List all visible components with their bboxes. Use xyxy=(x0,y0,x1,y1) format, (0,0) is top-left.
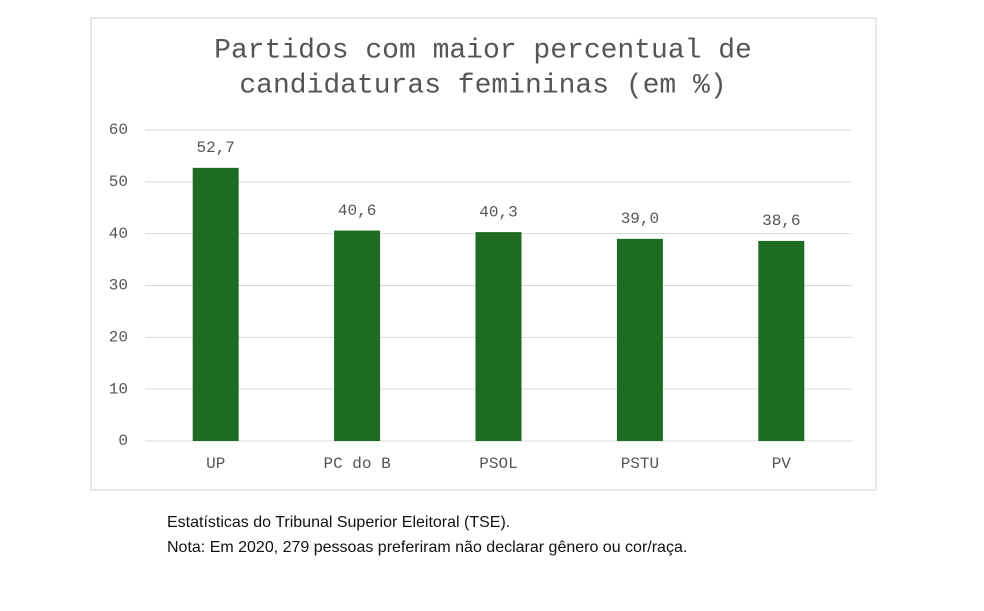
x-tick-label: UP xyxy=(206,455,225,473)
y-tick-label: 10 xyxy=(109,380,128,398)
y-tick-label: 50 xyxy=(109,173,128,191)
chart-title: Partidos com maior percentual de xyxy=(214,35,752,66)
footnote: Nota: Em 2020, 279 pessoas preferiram nã… xyxy=(167,539,687,556)
x-tick-label: PSTU xyxy=(621,455,659,473)
value-label: 40,6 xyxy=(338,202,376,220)
value-label: 52,7 xyxy=(196,139,234,157)
bar xyxy=(192,167,239,442)
chart-title: candidaturas femininas (em %) xyxy=(239,70,726,101)
value-label: 38,6 xyxy=(762,212,800,230)
bar xyxy=(334,230,381,441)
footnote: Estatísticas do Tribunal Superior Eleito… xyxy=(167,514,510,531)
bar xyxy=(758,240,805,441)
x-tick-label: PV xyxy=(772,455,792,473)
x-tick-label: PC do B xyxy=(323,455,390,473)
y-tick-label: 40 xyxy=(109,225,128,243)
bar xyxy=(616,238,663,441)
y-tick-label: 60 xyxy=(109,121,128,139)
y-tick-label: 30 xyxy=(109,277,128,295)
value-label: 39,0 xyxy=(621,210,659,228)
y-tick-label: 20 xyxy=(109,329,128,347)
value-label: 40,3 xyxy=(479,203,517,221)
x-tick-label: PSOL xyxy=(479,455,517,473)
bar xyxy=(475,232,522,441)
y-tick-label: 0 xyxy=(118,432,128,450)
